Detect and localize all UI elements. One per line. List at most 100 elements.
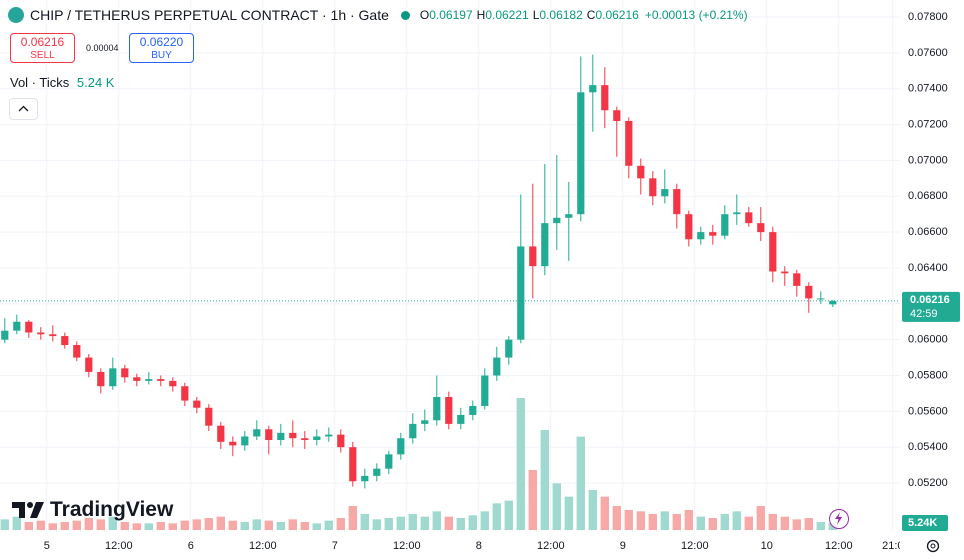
ohlc-item: C0.06216 bbox=[587, 8, 639, 22]
ohlc-key: L bbox=[532, 8, 540, 22]
sell-button[interactable]: 0.06216 SELL bbox=[10, 33, 75, 63]
candle-body bbox=[313, 436, 321, 441]
x-tick-label: 10 bbox=[761, 540, 773, 552]
volume-bar bbox=[384, 518, 393, 530]
y-tick-label: 0.07400 bbox=[908, 83, 948, 95]
candle-body bbox=[565, 214, 573, 218]
volume-bar bbox=[480, 511, 489, 530]
x-tick-label: 8 bbox=[476, 540, 482, 552]
ohlc-item: L0.06182 bbox=[533, 8, 583, 22]
volume-bar bbox=[456, 518, 465, 530]
volume-bar bbox=[120, 522, 129, 530]
status-dot bbox=[400, 10, 410, 20]
candle-body bbox=[649, 178, 657, 197]
buy-button[interactable]: 0.06220 BUY bbox=[129, 33, 194, 63]
collapse-button[interactable] bbox=[9, 98, 38, 120]
spread: 0.00004 bbox=[86, 43, 119, 53]
volume-bar bbox=[528, 470, 537, 530]
volume-bar bbox=[540, 430, 549, 530]
gear bbox=[926, 539, 940, 553]
ohlc-value: 0.06197 bbox=[429, 8, 473, 22]
volume-bar bbox=[12, 516, 21, 530]
price-axis-panel-edge bbox=[900, 533, 964, 560]
volume-bar bbox=[132, 523, 141, 530]
x-tick-label: 12:00 bbox=[393, 540, 421, 552]
candle-body bbox=[793, 273, 801, 286]
volume-bar bbox=[684, 510, 693, 530]
volume-bar bbox=[240, 522, 249, 530]
candle-body bbox=[697, 232, 705, 240]
candle-body bbox=[409, 423, 417, 439]
candle-body bbox=[349, 447, 357, 482]
alert-icon[interactable] bbox=[829, 509, 849, 529]
sell-label: SELL bbox=[30, 50, 55, 61]
volume-bar bbox=[96, 519, 105, 530]
candle-body bbox=[229, 441, 237, 446]
candle-body bbox=[97, 371, 105, 387]
candle-body bbox=[49, 334, 57, 337]
volume-bar bbox=[0, 519, 9, 530]
ohlc-value: 0.06182 bbox=[539, 8, 583, 22]
volume-bar bbox=[336, 518, 345, 530]
candle-body bbox=[721, 214, 729, 236]
candle-body bbox=[457, 414, 465, 424]
candle-body bbox=[421, 420, 429, 424]
candle-body bbox=[217, 425, 225, 442]
candle-body bbox=[757, 223, 765, 233]
candle-body bbox=[289, 432, 297, 439]
y-tick-label: 0.07200 bbox=[908, 118, 948, 130]
x-tick-label: 6 bbox=[188, 540, 194, 552]
brand-name: TradingView bbox=[50, 498, 174, 521]
candle-body bbox=[133, 377, 141, 381]
candle-body bbox=[37, 332, 45, 335]
candle-body bbox=[637, 165, 645, 179]
volume-bar bbox=[636, 511, 645, 530]
volume-bar bbox=[408, 514, 417, 530]
volume-bar bbox=[624, 510, 633, 530]
volume-bar bbox=[564, 496, 573, 530]
candle-body bbox=[145, 379, 153, 381]
candle-body bbox=[481, 375, 489, 406]
volume-bar bbox=[612, 506, 621, 530]
volume-bar bbox=[156, 522, 165, 530]
candle-body bbox=[817, 298, 825, 300]
volume-bar bbox=[204, 518, 213, 530]
candle-body bbox=[121, 368, 129, 378]
brand: TradingView bbox=[12, 498, 173, 522]
volume-bar bbox=[756, 506, 765, 530]
volume-legend: Vol · Ticks 5.24 K bbox=[10, 75, 114, 90]
volume-bar bbox=[576, 436, 585, 530]
candle-body bbox=[745, 212, 753, 224]
legend-row: CHIP / TETHERUS PERPETUAL CONTRACT · 1h … bbox=[8, 7, 748, 23]
volume-bar bbox=[192, 519, 201, 530]
candle-body bbox=[433, 397, 441, 421]
volume-bar bbox=[288, 519, 297, 530]
volume-bar bbox=[816, 522, 825, 530]
candle-body bbox=[325, 434, 333, 437]
volume-bar bbox=[228, 520, 237, 530]
ohlc-value: 0.06221 bbox=[485, 8, 529, 22]
volume-bar bbox=[24, 522, 33, 530]
volume-bar bbox=[324, 520, 333, 530]
volume-bar bbox=[780, 516, 789, 530]
settings-icon[interactable] bbox=[925, 538, 941, 554]
volume-bar bbox=[468, 515, 477, 530]
candle-body bbox=[385, 454, 393, 469]
last-price-label: 0.06216 bbox=[910, 294, 950, 306]
volume-bar bbox=[696, 516, 705, 530]
volume-legend-value: 5.24 K bbox=[76, 75, 115, 90]
volume-bar bbox=[84, 518, 93, 530]
symbol-title[interactable]: CHIP / TETHERUS PERPETUAL CONTRACT · 1h … bbox=[30, 7, 389, 23]
y-tick-label: 0.05800 bbox=[908, 369, 948, 381]
y-tick-label: 0.07600 bbox=[908, 47, 948, 59]
symbol-icon bbox=[8, 7, 24, 23]
volume-bar bbox=[108, 516, 117, 530]
volume-bar bbox=[252, 519, 261, 530]
candle-body bbox=[781, 271, 789, 274]
candle-body bbox=[661, 189, 669, 197]
candle-body bbox=[733, 212, 741, 215]
volume-legend-label: Vol · Ticks bbox=[10, 75, 70, 90]
x-tick-label: 21:0 bbox=[882, 540, 903, 552]
